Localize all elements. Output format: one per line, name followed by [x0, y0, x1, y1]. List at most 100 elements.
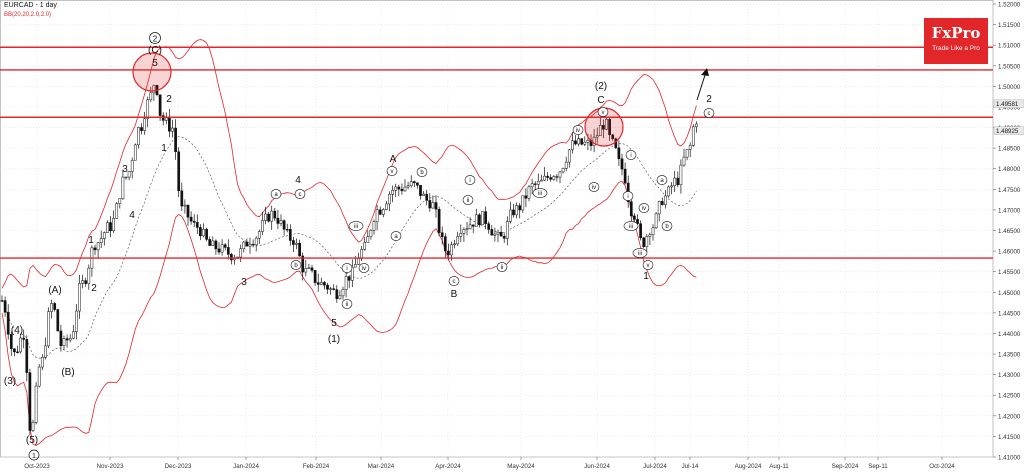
candle-body [47, 311, 50, 347]
candle-body [295, 242, 298, 245]
candle-body [288, 229, 292, 241]
candle-body [403, 186, 407, 192]
candle-body [633, 215, 636, 220]
candle-body [493, 233, 497, 236]
candle-body [428, 200, 432, 209]
wave-label: iii [538, 191, 542, 197]
wave-circle [348, 221, 364, 231]
candle-body [307, 267, 311, 269]
candle-body [682, 156, 686, 166]
candle-body [329, 288, 332, 290]
candle-body [512, 209, 515, 216]
candle-body [71, 331, 75, 339]
candle-body [360, 249, 363, 259]
wave-label: (4) [11, 325, 23, 336]
candle-body [214, 240, 218, 250]
candle-body [369, 229, 373, 237]
candle-body [533, 183, 537, 185]
wave-label: 2 [166, 94, 172, 105]
candle-body [264, 213, 267, 221]
y-tick-label: 1.44000 [998, 331, 1021, 338]
x-tick-label: Mar-2024 [368, 463, 395, 470]
candle-body [490, 229, 494, 236]
candle-body [78, 283, 81, 312]
bb-lower [1, 181, 697, 447]
candle-body [453, 243, 456, 246]
candle-body [109, 222, 112, 232]
y-tick-label: 1.46500 [998, 228, 1021, 235]
candle-body [332, 288, 336, 290]
candle-body [670, 185, 673, 188]
candle-body [499, 231, 503, 237]
wave-circle [464, 175, 476, 185]
candle-body [140, 127, 143, 131]
candle-body [685, 149, 689, 158]
candle-body [180, 190, 184, 207]
candle-body [583, 141, 587, 145]
y-tick-label: 1.46000 [998, 249, 1021, 256]
candle-body [530, 183, 534, 188]
wave-label: iii [638, 251, 642, 257]
candlesticks [0, 84, 698, 436]
candle-body [106, 222, 109, 233]
bb-upper [1, 39, 697, 289]
candle-body [130, 159, 134, 172]
candle-body [13, 348, 16, 353]
candle-body [208, 239, 212, 246]
y-tick-label: 1.48500 [998, 146, 1021, 153]
wave-label: i [627, 194, 628, 200]
y-tick-label: 1.43000 [998, 372, 1021, 379]
candle-body [220, 244, 224, 253]
wave-label: c [299, 192, 302, 198]
wave-circle [632, 248, 648, 258]
price-tag-box [993, 126, 1024, 135]
candle-body [34, 385, 38, 423]
candle-body [660, 201, 664, 205]
price-tag-box [993, 99, 1024, 108]
candle-body [397, 186, 401, 190]
candle-body [564, 161, 568, 169]
candle-body [112, 218, 115, 232]
candle-body [81, 280, 84, 284]
candle-body [496, 231, 500, 235]
candle-body [425, 193, 429, 201]
y-tick-label: 1.42500 [998, 393, 1021, 400]
wave-annotations: (2)(C)5213412(A)(B)(4)(3)(5)435(1)AB(2)C… [4, 32, 715, 461]
indicator-label: BB(20,20,2.0,2.0) [4, 12, 52, 18]
candle-body [62, 338, 66, 346]
candle-body [282, 220, 286, 230]
x-tick-label: Oct-2023 [24, 463, 50, 470]
candle-body [87, 267, 91, 284]
candle-body [654, 213, 658, 229]
wave-label: 2 [153, 35, 158, 44]
candle-body [391, 189, 394, 195]
candle-body [230, 254, 233, 261]
candle-body [251, 244, 255, 246]
candle-body [350, 266, 354, 281]
candle-body [25, 339, 29, 373]
candle-body [471, 224, 475, 227]
wave-circle [532, 188, 548, 198]
candle-body [595, 135, 599, 138]
x-tick-label: Jun-2024 [584, 463, 610, 470]
candle-body [37, 366, 41, 387]
candle-body [65, 338, 69, 341]
highlight-circle [132, 52, 172, 92]
wave-circle [622, 191, 634, 201]
candle-body [53, 303, 57, 310]
candle-body [366, 236, 370, 243]
wave-label: b [420, 170, 424, 176]
candle-body [335, 289, 339, 299]
chart-grid [0, 0, 994, 458]
candle-body [118, 198, 122, 204]
candle-body [44, 345, 47, 358]
y-tick-label: 1.51000 [998, 43, 1021, 50]
candle-body [468, 224, 472, 229]
candle-body [279, 220, 283, 224]
candle-body [620, 158, 624, 170]
wave-circle [290, 260, 302, 270]
candle-body [651, 227, 655, 235]
candle-body [416, 182, 419, 186]
candle-body [341, 289, 345, 297]
